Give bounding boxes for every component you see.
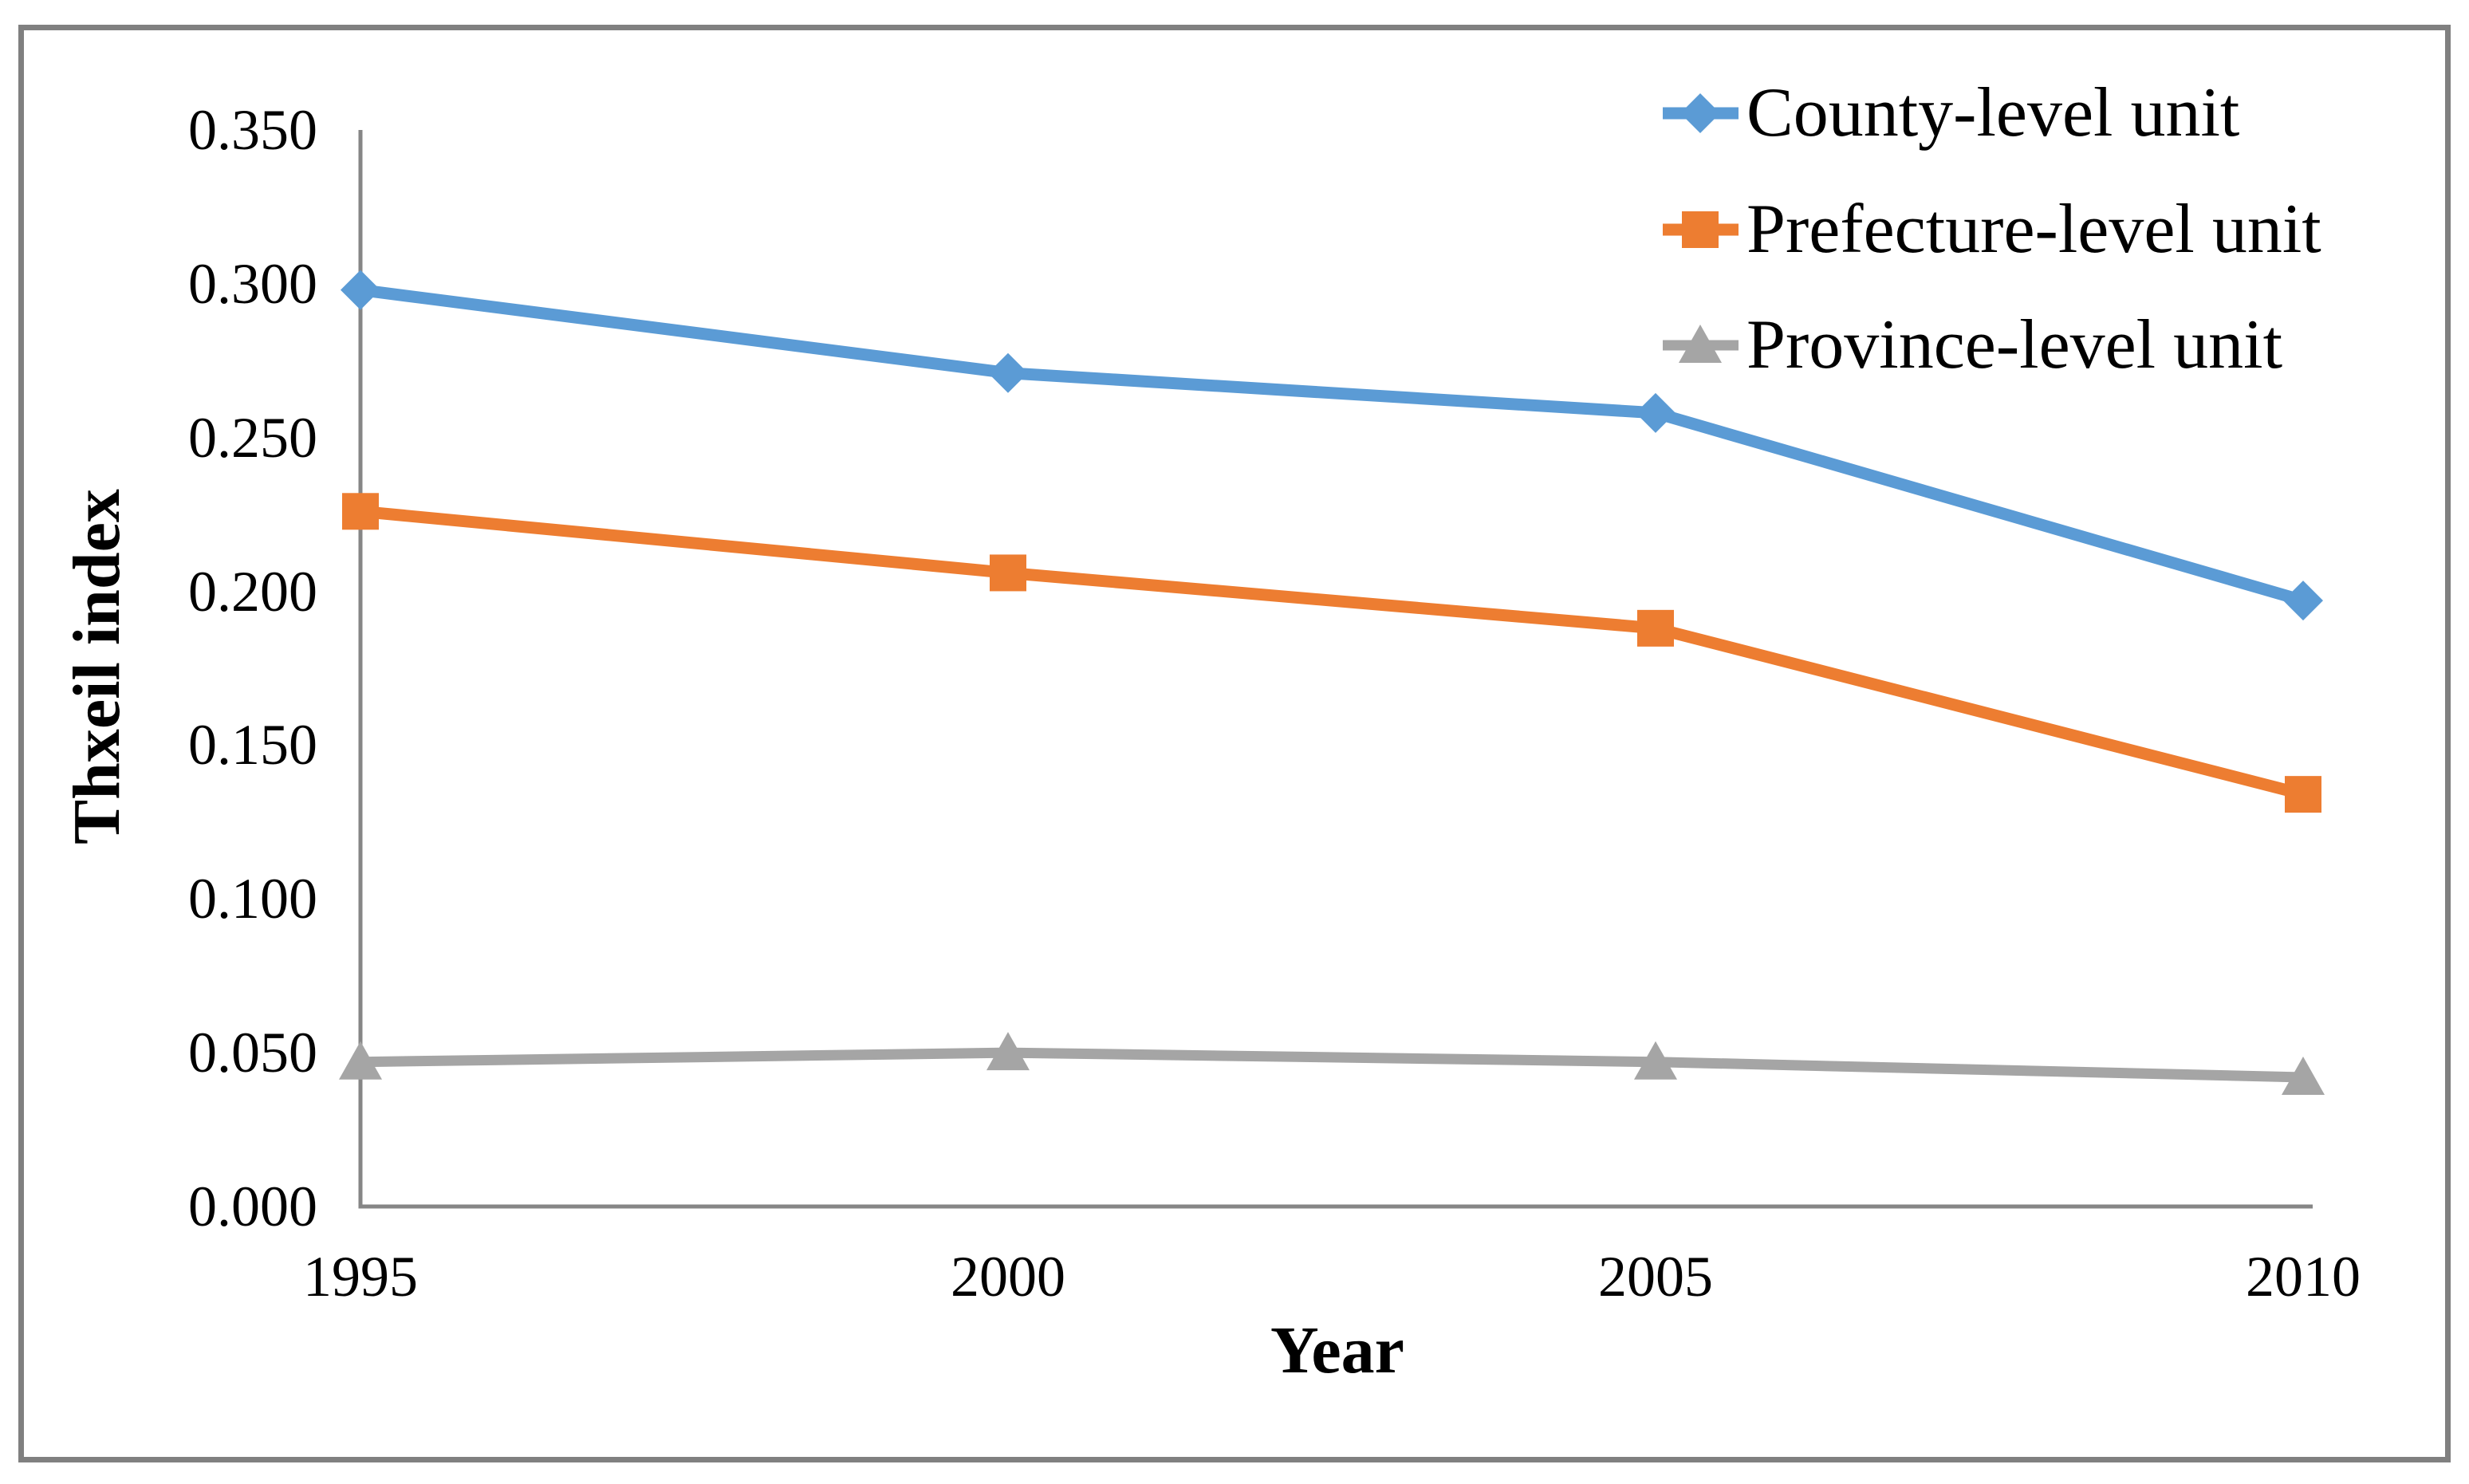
legend-entry: County-level unit	[1663, 73, 2239, 153]
x-axis-title: Year	[1270, 1313, 1404, 1388]
diamond-marker	[988, 352, 1028, 393]
x-tick-label: 1995	[303, 1245, 418, 1309]
square-marker	[1637, 609, 1674, 647]
legend-marker-square-icon	[1663, 211, 1739, 248]
legend-marker-diamond-icon	[1663, 93, 1739, 133]
square-marker	[990, 554, 1026, 592]
legend-marker-triangle-icon	[1663, 325, 1739, 363]
legend-entry: Province-level unit	[1663, 305, 2282, 385]
legend-triangle-marker	[1679, 325, 1722, 363]
square-marker	[2285, 776, 2321, 813]
diamond-marker	[2283, 581, 2323, 621]
y-tick-label: 0.200	[188, 559, 317, 624]
x-tick-label: 2010	[2246, 1245, 2361, 1309]
legend-square-marker	[1682, 211, 1719, 248]
triangle-marker	[1634, 1041, 1677, 1080]
legend-label: Prefecture-level unit	[1746, 191, 2321, 268]
triangle-marker	[986, 1032, 1030, 1071]
series-line-2	[360, 1047, 2304, 1083]
diamond-marker	[341, 270, 380, 310]
triangle-marker	[339, 1041, 382, 1080]
series-line-1	[360, 505, 2305, 801]
y-tick-label: 0.100	[188, 867, 317, 931]
y-tick-label: 0.300	[188, 251, 317, 316]
triangle-marker	[2282, 1057, 2325, 1095]
square-marker	[342, 493, 379, 530]
axes-lines	[358, 130, 2313, 1209]
y-tick-label: 0.350	[188, 98, 317, 162]
x-tick-label: 2005	[1598, 1245, 1713, 1309]
series-line-0	[360, 284, 2306, 607]
y-tick-label: 0.000	[188, 1175, 317, 1238]
legend-label: Province-level unit	[1746, 306, 2283, 384]
y-tick-label: 0.050	[188, 1021, 317, 1085]
y-axis-title: Thxeil index	[60, 489, 134, 844]
diamond-marker	[1636, 392, 1676, 433]
y-tick-label: 0.150	[188, 713, 317, 777]
legend-diamond-marker	[1680, 93, 1720, 133]
legend-entry: Prefecture-level unit	[1663, 190, 2321, 270]
x-tick-label: 2000	[951, 1245, 1065, 1309]
y-tick-label: 0.250	[188, 405, 317, 470]
legend-label: County-level unit	[1746, 74, 2240, 152]
